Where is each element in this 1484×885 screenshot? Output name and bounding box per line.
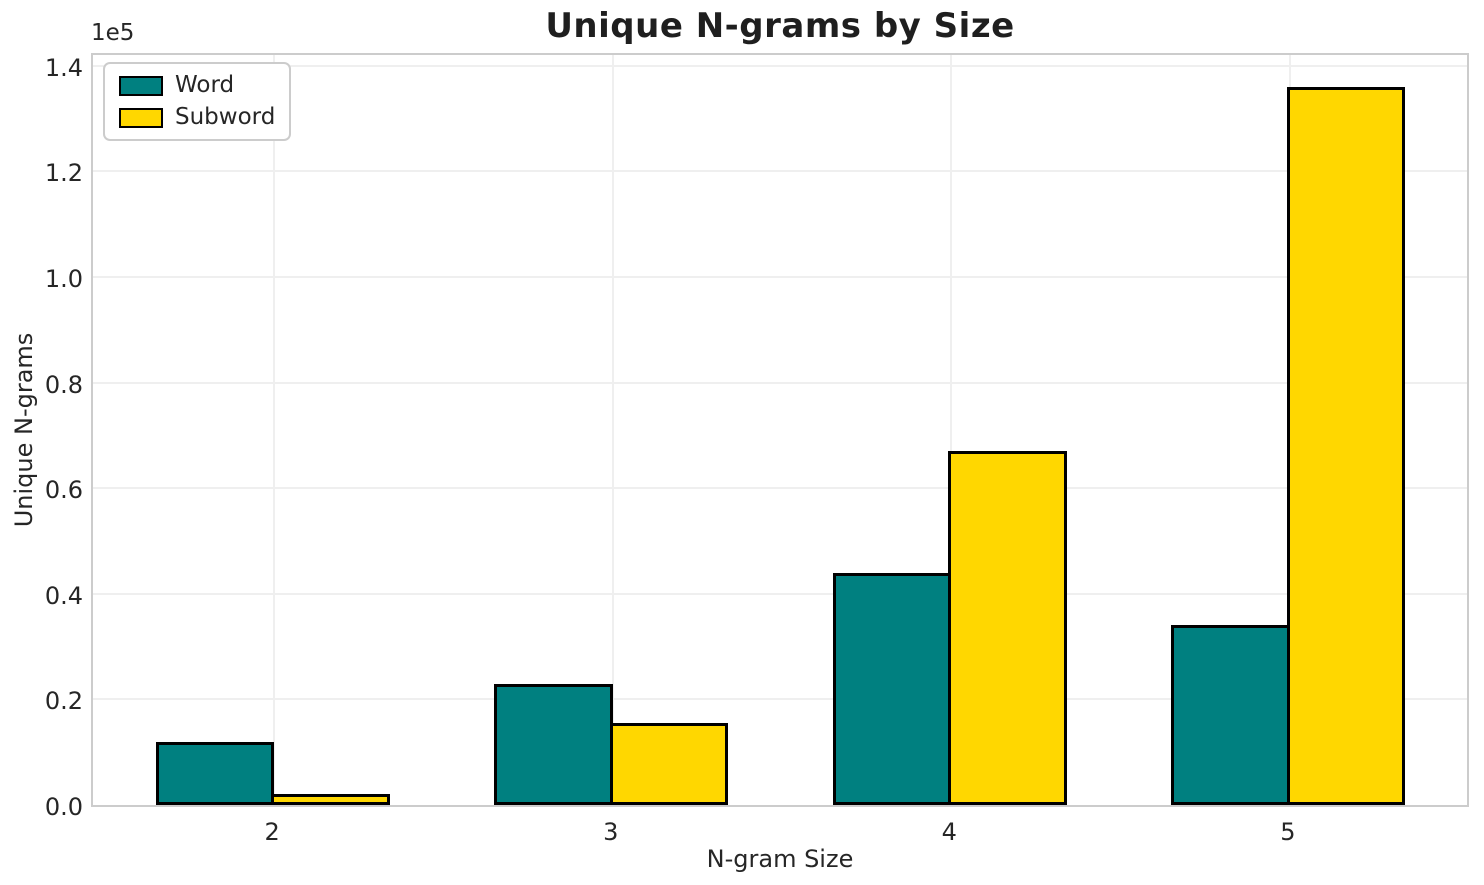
- subword-bar: [948, 451, 1067, 805]
- x-tick-label: 2: [264, 818, 280, 846]
- subword-bar: [1286, 86, 1406, 805]
- h-gridline: [93, 276, 1467, 278]
- legend-item-subword: Subword: [119, 105, 275, 130]
- word-bar: [494, 683, 613, 805]
- v-gridline: [611, 55, 614, 805]
- subword-bar: [271, 794, 390, 805]
- x-tick-label: 4: [941, 818, 957, 846]
- h-gridline: [93, 170, 1467, 173]
- plot-area: [91, 53, 1469, 807]
- legend: Word Subword: [103, 62, 292, 141]
- subword-bar: [609, 723, 729, 805]
- y-tick-label: 0.4: [44, 581, 83, 610]
- x-tick-label: 3: [603, 818, 619, 846]
- x-tick-label: 5: [1280, 818, 1296, 846]
- h-gridline: [93, 592, 1467, 595]
- subword-series-swatch: [119, 107, 163, 128]
- y-tick-label: 0.2: [44, 687, 83, 716]
- y-tick-label: 0.0: [44, 793, 83, 821]
- h-gridline: [93, 64, 1467, 67]
- y-tick-label: 1.4: [44, 53, 83, 82]
- legend-label-subword: Subword: [175, 104, 276, 130]
- h-gridline: [93, 698, 1467, 701]
- y-tick-label: 0.8: [44, 370, 83, 399]
- word-bar: [155, 741, 275, 805]
- v-gridline: [950, 55, 953, 805]
- h-gridline: [93, 487, 1467, 490]
- y-axis-offset-text: 1e5: [91, 20, 135, 46]
- word-bar: [1171, 625, 1290, 805]
- word-bar: [832, 572, 952, 805]
- legend-item-word: Word: [119, 73, 275, 98]
- y-tick-label: 1.2: [44, 159, 83, 188]
- chart-title: Unique N-grams by Size: [545, 6, 1015, 46]
- v-gridline: [273, 55, 276, 805]
- y-tick-label: 1.0: [44, 264, 83, 293]
- y-tick-label: 0.6: [44, 476, 83, 505]
- h-gridline: [93, 381, 1467, 384]
- x-axis-label: N-gram Size: [706, 845, 854, 873]
- word-series-swatch: [119, 75, 163, 96]
- legend-label-word: Word: [175, 72, 235, 98]
